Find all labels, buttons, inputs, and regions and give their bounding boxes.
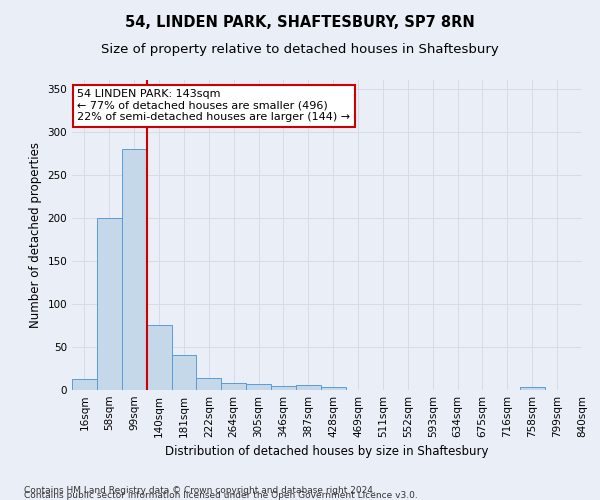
- Text: 54 LINDEN PARK: 143sqm
← 77% of detached houses are smaller (496)
22% of semi-de: 54 LINDEN PARK: 143sqm ← 77% of detached…: [77, 90, 350, 122]
- Bar: [172, 354, 196, 390]
- X-axis label: Distribution of detached houses by size in Shaftesbury: Distribution of detached houses by size …: [165, 446, 489, 458]
- Bar: [221, 383, 246, 390]
- Bar: [196, 378, 221, 390]
- Bar: [122, 149, 146, 390]
- Bar: [246, 384, 271, 390]
- Text: Contains public sector information licensed under the Open Government Licence v3: Contains public sector information licen…: [24, 490, 418, 500]
- Bar: [271, 386, 296, 390]
- Text: 54, LINDEN PARK, SHAFTESBURY, SP7 8RN: 54, LINDEN PARK, SHAFTESBURY, SP7 8RN: [125, 15, 475, 30]
- Y-axis label: Number of detached properties: Number of detached properties: [29, 142, 42, 328]
- Text: Size of property relative to detached houses in Shaftesbury: Size of property relative to detached ho…: [101, 42, 499, 56]
- Text: Contains HM Land Registry data © Crown copyright and database right 2024.: Contains HM Land Registry data © Crown c…: [24, 486, 376, 495]
- Bar: [296, 385, 321, 390]
- Bar: [321, 388, 346, 390]
- Bar: [146, 326, 172, 390]
- Bar: [520, 388, 545, 390]
- Bar: [72, 379, 97, 390]
- Bar: [97, 218, 122, 390]
